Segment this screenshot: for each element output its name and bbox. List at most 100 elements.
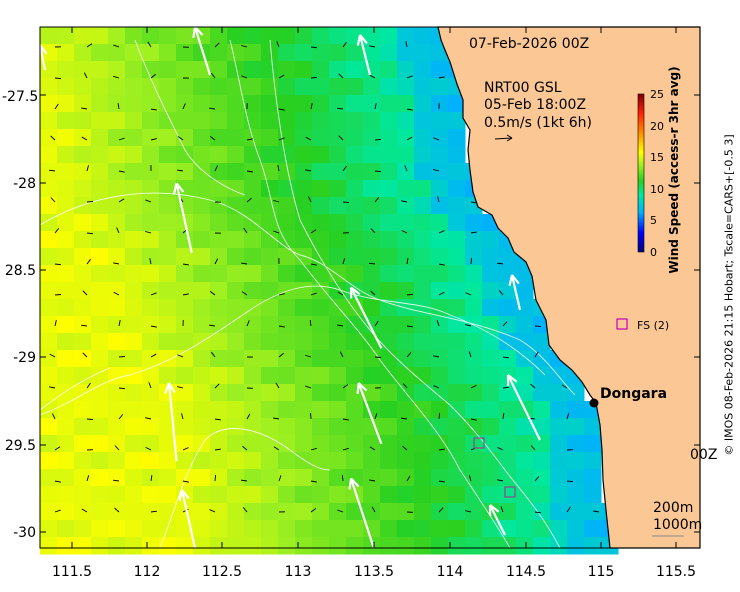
current-vector xyxy=(81,136,88,141)
current-vector xyxy=(369,45,376,48)
wind-speed-cell xyxy=(193,418,211,436)
wind-speed-cell xyxy=(210,316,228,334)
wind-speed-cell xyxy=(244,469,262,487)
wind-speed-cell xyxy=(57,469,75,487)
current-vector xyxy=(113,262,120,265)
current-vector xyxy=(211,351,216,358)
wind-speed-cell xyxy=(227,214,245,232)
wind-arrow xyxy=(356,34,372,76)
wind-speed-cell xyxy=(193,537,211,555)
site-marker xyxy=(616,318,628,330)
wind-speed-cell xyxy=(397,503,415,521)
current-vector xyxy=(336,107,344,110)
wind-speed-cell xyxy=(397,61,415,79)
wind-speed-cell xyxy=(193,486,211,504)
wind-speed-cell xyxy=(414,231,432,249)
wind-speed-cell xyxy=(312,537,330,555)
wind-speed-cell xyxy=(193,265,211,283)
current-vector xyxy=(276,41,280,48)
wind-speed-cell xyxy=(176,44,194,62)
current-vector xyxy=(241,45,248,48)
wind-speed-cell xyxy=(74,265,92,283)
wind-speed-cell xyxy=(431,61,449,79)
current-vector xyxy=(368,262,376,265)
wind-speed-cell xyxy=(108,44,126,62)
wind-speed-cell xyxy=(142,503,160,521)
wind-speed-cell xyxy=(363,112,381,130)
wind-speed-cell xyxy=(465,214,483,232)
current-vector xyxy=(278,475,282,482)
wind-speed-cell xyxy=(278,333,296,351)
current-vector xyxy=(438,480,446,483)
colorbar-title: Wind Speed (access-r 3hr avg) xyxy=(667,66,681,274)
wind-speed-cell xyxy=(210,129,228,147)
wind-speed-cell xyxy=(363,452,381,470)
wind-speed-cell xyxy=(159,299,177,317)
wind-speed-cell xyxy=(295,401,313,419)
wind-speed-cell xyxy=(125,299,143,317)
wind-speed-cell xyxy=(40,452,58,470)
wind-speed-cell xyxy=(533,367,551,385)
wind-speed-cell xyxy=(244,27,262,45)
wind-speed-cell xyxy=(380,316,398,334)
wind-speed-cell xyxy=(380,129,398,147)
wind-speed-cell xyxy=(57,112,75,130)
wind-speed-cell xyxy=(414,503,432,521)
wind-speed-cell xyxy=(499,486,517,504)
wind-speed-cell xyxy=(210,248,228,266)
wind-speed-cell xyxy=(465,418,483,436)
current-vector xyxy=(54,480,61,483)
current-vector xyxy=(117,103,120,110)
wind-speed-cell xyxy=(74,146,92,164)
wind-speed-cell xyxy=(125,367,143,385)
wind-speed-cell xyxy=(108,27,126,45)
current-vector xyxy=(118,320,121,327)
wind-speed-cell xyxy=(176,95,194,113)
reference-vector-label: 0.5m/s (1kt 6h) xyxy=(484,115,593,131)
wind-speed-cell xyxy=(142,265,160,283)
current-vector xyxy=(470,418,477,421)
wind-speed-cell xyxy=(74,248,92,266)
wind-speed-cell xyxy=(397,248,415,266)
wind-speed-cell xyxy=(533,401,551,419)
wind-speed-cell xyxy=(431,435,449,453)
wind-speed-cell xyxy=(465,401,483,419)
wind-speed-cell xyxy=(261,61,279,79)
wind-speed-cell xyxy=(142,486,160,504)
wind-speed-cell xyxy=(159,146,177,164)
wind-speed-cell xyxy=(278,231,296,249)
wind-speed-cell xyxy=(465,367,483,385)
wind-speed-cell xyxy=(499,401,517,419)
wind-speed-cell xyxy=(448,503,466,521)
wind-speed-cell xyxy=(125,452,143,470)
wind-speed-cell xyxy=(295,418,313,436)
current-vector xyxy=(214,474,217,482)
current-vector xyxy=(433,169,440,172)
wind-speed-cell xyxy=(210,333,228,351)
wind-speed-cell xyxy=(176,452,194,470)
wind-speed-cell xyxy=(261,146,279,164)
wind-speed-cell xyxy=(210,418,228,436)
wind-speed-cell xyxy=(125,231,143,249)
wind-speed-cell xyxy=(74,367,92,385)
wind-speed-cell xyxy=(312,316,330,334)
wind-speed-cell xyxy=(397,435,415,453)
obs-time-label: 05-Feb 18:00Z xyxy=(484,97,587,113)
wind-speed-cell xyxy=(431,248,449,266)
wind-speed-cell xyxy=(295,452,313,470)
wind-speed-cell xyxy=(380,44,398,62)
obs-source-label: NRT00 GSL xyxy=(484,80,562,96)
wind-speed-cell xyxy=(397,231,415,249)
wind-speed-cell xyxy=(550,384,568,402)
wind-speed-cell xyxy=(261,27,279,45)
wind-speed-cell xyxy=(74,333,92,351)
wind-speed-cell xyxy=(193,180,211,198)
wind-speed-cell xyxy=(346,95,364,113)
wind-speed-cell xyxy=(550,520,568,538)
current-vector xyxy=(437,196,440,203)
wind-speed-cell xyxy=(91,265,109,283)
current-vector xyxy=(374,197,380,203)
wind-speed-cell xyxy=(397,44,415,62)
wind-speed-cell xyxy=(142,299,160,317)
